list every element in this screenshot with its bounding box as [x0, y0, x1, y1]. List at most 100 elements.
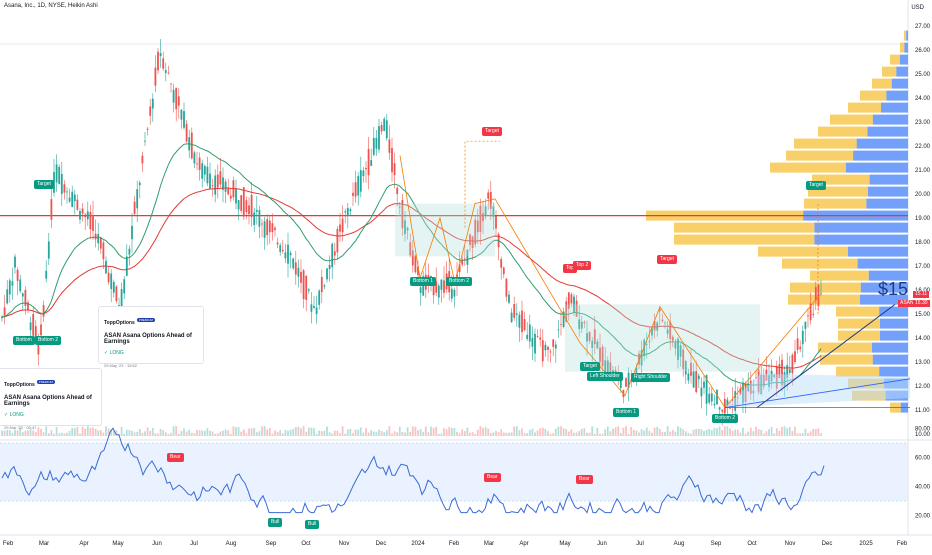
volume-bar [482, 427, 484, 436]
volume-bar [593, 433, 596, 436]
bear-tag[interactable]: Bear [576, 475, 593, 484]
volume-bar [606, 426, 609, 436]
time-axis-label: Oct [747, 541, 757, 547]
volume-bar [331, 433, 334, 436]
last-price-tag: 15.11 [913, 291, 930, 298]
volume-bar [440, 433, 443, 436]
candle-body [185, 123, 188, 142]
candle-body [812, 313, 815, 315]
volume-bar [445, 429, 448, 436]
volume-bar [45, 426, 48, 436]
top-tag[interactable]: Top [563, 264, 578, 273]
bottom-2-tag[interactable]: Bottom 2 [35, 336, 62, 345]
target-tag[interactable]: Target [580, 362, 600, 371]
bull-tag[interactable]: Bull [305, 520, 320, 529]
volume-bar [354, 429, 357, 436]
target-tag[interactable]: Target [482, 127, 502, 136]
candle-body [417, 266, 419, 276]
volume-bar [601, 433, 604, 436]
candle-body [1, 316, 3, 319]
candle-body [154, 67, 157, 86]
candle-body [346, 207, 349, 216]
bottom-1-tag[interactable]: Bottom 1 [613, 408, 640, 417]
volume-bar [185, 431, 188, 436]
volume-profile-bar-up [758, 246, 848, 257]
volume-bar [796, 433, 799, 436]
volume-bar [248, 428, 250, 436]
volume-bar [599, 433, 601, 436]
bottom-2-tag[interactable]: Bottom 2 [712, 414, 739, 423]
bottom-1-tag[interactable]: Bottom 1 [410, 277, 437, 286]
bull-tag[interactable]: Bull [268, 518, 283, 527]
volume-bar [71, 427, 74, 436]
volume-profile-bar-down [853, 150, 908, 161]
top-2-tag[interactable]: Top 2 [573, 261, 592, 270]
idea-card-1[interactable]: ToppOptionsPREMIUM ASAN Asana Options Ah… [98, 306, 204, 368]
volume-profile-bar-up [836, 366, 880, 377]
candle-body [71, 191, 74, 208]
volume-profile-bar-up [900, 42, 905, 53]
volume-bar [450, 427, 453, 436]
volume-bar [149, 430, 152, 436]
candle-body [786, 365, 789, 379]
volume-bar [456, 431, 458, 436]
candle-body [544, 344, 547, 351]
candle-body [510, 312, 513, 323]
volume-bar [271, 433, 274, 436]
volume-bar [393, 431, 396, 436]
premium-badge: PREMIUM [36, 379, 55, 384]
bear-tag[interactable]: Bear [167, 453, 184, 462]
volume-bar [697, 428, 700, 436]
target-tag[interactable]: Target [806, 181, 826, 190]
candle-body [149, 106, 152, 116]
candle-body [406, 227, 409, 231]
volume-profile-bar-up [794, 138, 857, 149]
volume-bar [684, 431, 687, 436]
candle-body [201, 163, 204, 179]
candle-body [401, 199, 404, 229]
volume-bar [487, 428, 490, 436]
volume-bar [107, 428, 110, 436]
candle-body [521, 310, 523, 333]
volume-profile-bar-up [838, 318, 880, 329]
time-axis-label: Jun [597, 541, 607, 547]
candle-body [297, 267, 300, 277]
candle-body [796, 338, 799, 351]
volume-bar [292, 428, 295, 436]
candle-body [479, 205, 482, 232]
idea-card-2[interactable]: ToppOptionsPREMIUM ASAN Asana Options Ah… [0, 368, 102, 430]
volume-bar [362, 432, 365, 436]
volume-bar [695, 428, 698, 436]
candle-body [791, 354, 794, 374]
candle-body [596, 341, 599, 349]
volume-bar [125, 429, 128, 436]
right-shoulder-tag[interactable]: Right Shoulder [631, 373, 671, 382]
target-tag[interactable]: Target [657, 255, 677, 264]
volume-profile-bar-down [906, 30, 908, 41]
price-axis-label: 18.00 [915, 240, 931, 246]
volume-bar [68, 430, 71, 436]
volume-bar [435, 426, 438, 436]
volume-bar [573, 432, 575, 436]
candle-body [248, 205, 250, 215]
price-axis-label: 22.00 [915, 144, 931, 150]
candle-body [534, 333, 536, 354]
volume-bar [627, 433, 630, 436]
bottom-2-tag[interactable]: Bottom 2 [446, 277, 473, 286]
candle-body [710, 393, 713, 402]
bear-tag[interactable]: Bear [484, 473, 501, 482]
candle-body [276, 242, 279, 245]
target-tag[interactable]: Target [34, 180, 54, 189]
candle-body [687, 373, 690, 381]
price-axis-label: 19.00 [915, 216, 931, 222]
candle-body [242, 187, 245, 217]
bottom-tag[interactable]: Bottom [13, 336, 35, 345]
candle-body [562, 311, 565, 327]
volume-profile-bar-down [872, 342, 908, 353]
volume-profile-bar-down [879, 366, 908, 377]
volume-profile-bar-up [808, 186, 868, 197]
volume-bar [79, 433, 81, 436]
left-shoulder-tag[interactable]: Left Shoulder [587, 372, 623, 381]
